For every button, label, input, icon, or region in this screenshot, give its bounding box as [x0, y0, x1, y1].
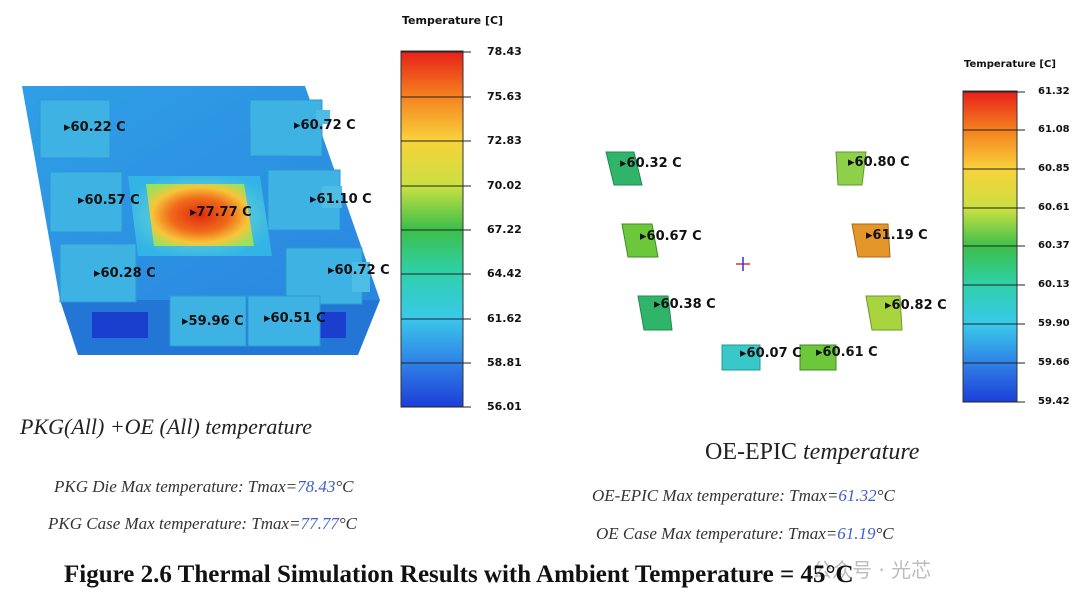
- right-colorbar-tick: 59.66: [1038, 357, 1070, 368]
- oe-epic-chip: [799, 344, 837, 371]
- watermark: 公众号 · 光芯: [812, 558, 932, 582]
- right-colorbar-tick: 59.90: [1038, 318, 1070, 329]
- left-colorbar-tick: 72.83: [487, 134, 522, 147]
- oe-case-max-line: OE Case Max temperature: Tmax=61.19°C: [596, 524, 894, 543]
- left-colorbar-bar: [400, 50, 464, 408]
- pkg-die-max-line: PKG Die Max temperature: Tmax=78.43°C: [54, 477, 354, 496]
- oe-epic-chip: [835, 151, 867, 186]
- block-notch: [352, 262, 370, 292]
- left-colorbar-tick: 70.02: [487, 179, 522, 192]
- left-colorbar-tick: 61.62: [487, 312, 522, 325]
- left-colorbar-tick: 56.01: [487, 400, 522, 413]
- right-colorbar-tick: 61.32: [1038, 86, 1070, 97]
- probe-label: ▸60.57 C: [78, 193, 140, 208]
- left-colorbar-tick: 58.81: [487, 356, 522, 369]
- oe-block: [59, 243, 137, 303]
- probe-label: ▸61.19 C: [866, 228, 928, 243]
- probe-label: ▸60.61 C: [816, 345, 878, 360]
- probe-label: ▸60.38 C: [654, 297, 716, 312]
- origin-marker: [736, 257, 750, 271]
- left-colorbar-ticks: [401, 51, 471, 408]
- pkg-case-max-line: PKG Case Max temperature: Tmax=77.77°C: [48, 514, 357, 533]
- probe-label: ▸60.51 C: [264, 311, 326, 326]
- probe-label: ▸60.72 C: [328, 263, 390, 278]
- oe-epic-chip: [621, 223, 659, 258]
- right-colorbar-tick: 61.08: [1038, 124, 1070, 135]
- right-panel-caption: OE-EPIC temperature: [705, 439, 920, 465]
- oe-epic-chip: [865, 295, 903, 331]
- block-notch: [316, 110, 330, 124]
- probe-label: ▸60.32 C: [620, 156, 682, 171]
- pocket-left: [92, 312, 148, 338]
- probe-label: ▸60.80 C: [848, 155, 910, 170]
- probe-label: ▸60.28 C: [94, 266, 156, 281]
- left-colorbar-tick: 67.22: [487, 223, 522, 236]
- oe-block: [247, 295, 321, 347]
- oe-block: [49, 171, 123, 233]
- oe-block: [169, 295, 247, 347]
- right-colorbar-tick: 60.61: [1038, 202, 1070, 213]
- oe-epic-max-line: OE-EPIC Max temperature: Tmax=61.32°C: [592, 486, 895, 505]
- left-colorbar-tick: 64.42: [487, 267, 522, 280]
- oe-epic-chip: [851, 223, 891, 258]
- oe-epic-chip: [721, 344, 761, 371]
- probe-label: ▸77.77 C: [190, 205, 252, 220]
- right-colorbar-tick: 59.42: [1038, 396, 1070, 407]
- probe-label: ▸60.67 C: [640, 229, 702, 244]
- oe-block: [285, 247, 363, 305]
- left-colorbar-tick: 75.63: [487, 90, 522, 103]
- left-colorbar-title: Temperature [C]: [402, 14, 504, 27]
- oe-block: [39, 99, 111, 159]
- right-colorbar-ticks: [963, 91, 1025, 403]
- oe-epic-chip: [605, 151, 643, 186]
- figure-caption: Figure 2.6 Thermal Simulation Results wi…: [64, 561, 854, 588]
- right-colorbar-title: Temperature [C]: [964, 59, 1056, 70]
- right-colorbar-tick: 60.85: [1038, 163, 1070, 174]
- left-panel-caption: PKG(All) +OE (All) temperature: [20, 414, 313, 439]
- probe-label: ▸60.22 C: [64, 120, 126, 135]
- probe-label: ▸60.72 C: [294, 118, 356, 133]
- probe-label: ▸60.07 C: [740, 346, 802, 361]
- probe-label: ▸61.10 C: [310, 192, 372, 207]
- oe-epic-chip: [637, 295, 673, 331]
- probe-label: ▸60.82 C: [885, 298, 947, 313]
- left-colorbar-tick: 78.43: [487, 45, 522, 58]
- hot-die: [146, 184, 254, 246]
- right-colorbar-tick: 60.37: [1038, 240, 1070, 251]
- probe-label: ▸59.96 C: [182, 314, 244, 329]
- block-notch: [322, 186, 342, 208]
- oe-block: [249, 99, 323, 157]
- right-colorbar-tick: 60.13: [1038, 279, 1070, 290]
